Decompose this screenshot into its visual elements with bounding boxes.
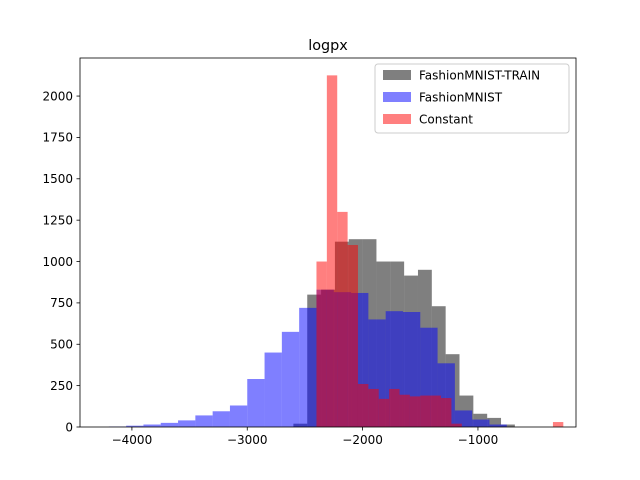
legend-swatch-2 (383, 114, 411, 124)
bar-series-2-bin-10 (420, 395, 431, 427)
legend: FashionMNIST-TRAIN FashionMNIST Constant (374, 63, 570, 134)
x-tick-label: −3000 (227, 433, 268, 447)
y-tick-label: 1000 (42, 255, 73, 269)
series-2-bars (316, 75, 564, 428)
y-tick-label: 1500 (42, 172, 73, 186)
x-tick-label: −2000 (342, 433, 383, 447)
bar-series-1-bin-3 (160, 422, 179, 427)
bar-series-1-bin-6 (212, 411, 230, 427)
bar-series-1-bin-8 (247, 379, 265, 427)
bar-series-1-bin-2 (143, 424, 161, 427)
y-tick-label: 0 (65, 420, 73, 434)
y-tick-label: 500 (50, 338, 73, 352)
legend-label-0: FashionMNIST-TRAIN (419, 69, 540, 83)
bar-series-1-bin-5 (195, 415, 213, 427)
histogram-bars (108, 75, 564, 428)
bar-series-2-bin-6 (378, 398, 390, 427)
bar-series-2-bin-5 (368, 388, 379, 427)
bar-series-1-bin-20 (454, 410, 473, 427)
bar-series-1-bin-9 (264, 352, 282, 427)
chart-title: logpx (308, 38, 348, 54)
y-tick-label: 1750 (42, 131, 73, 145)
y-tick-label: 1250 (42, 213, 73, 227)
bar-series-2-bin-4 (357, 383, 369, 427)
bar-series-2-bin-1 (326, 75, 338, 428)
legend-label-2: Constant (419, 113, 473, 127)
x-tick-label: −4000 (112, 433, 153, 447)
y-tick-label: 2000 (42, 89, 73, 103)
legend-swatch-0 (383, 70, 411, 80)
x-axis: −4000 −3000 −2000 −1000 (112, 427, 499, 447)
bar-series-1-bin-10 (281, 331, 300, 427)
bar-series-1-bin-1 (126, 425, 144, 427)
legend-box (374, 63, 570, 134)
bar-series-2-bin-7 (389, 388, 400, 427)
bar-series-1-bin-11 (299, 307, 317, 427)
bar-series-1-bin-21 (472, 419, 490, 427)
axes-frame (79, 57, 577, 428)
x-tick-label: −1000 (458, 433, 499, 447)
bar-series-2-bin-13 (451, 423, 462, 427)
bar-series-1-bin-22 (489, 424, 507, 427)
bar-series-2-bin-11 (430, 395, 442, 427)
bar-series-2-bin-3 (347, 244, 358, 427)
y-axis: 0 250 500 750 1000 1250 1500 1750 2000 (42, 89, 80, 434)
bar-series-0-bin-14 (487, 417, 502, 427)
bar-series-2-bin-12 (441, 398, 452, 427)
bar-series-2-bin-8 (399, 394, 410, 427)
bar-series-2-bin-9 (409, 396, 421, 427)
bar-series-1-bin-7 (229, 405, 248, 427)
bar-series-2-bin-14 (552, 422, 564, 427)
legend-swatch-1 (383, 92, 411, 102)
bar-series-1-bin-4 (178, 420, 196, 427)
bar-series-2-bin-2 (337, 211, 348, 427)
y-tick-label: 250 (50, 379, 73, 393)
y-tick-label: 750 (50, 296, 73, 310)
legend-label-1: FashionMNIST (419, 91, 503, 105)
bar-series-2-bin-0 (316, 261, 327, 427)
bar-series-0-bin-15 (501, 424, 515, 427)
